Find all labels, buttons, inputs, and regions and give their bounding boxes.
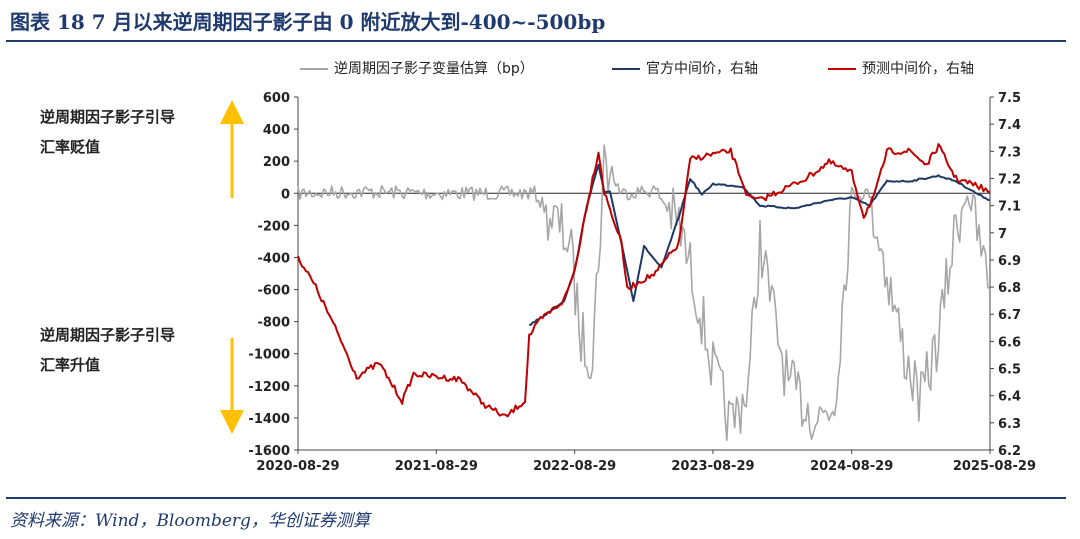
title-rule	[6, 40, 1066, 42]
series-shadow-line	[297, 144, 991, 441]
legend-swatch-official	[612, 68, 640, 70]
right-tick-label: 6.5	[998, 363, 1021, 378]
x-tick-label: 2020-08-29	[256, 459, 339, 474]
legend-label-predicted: 预测中间价，右轴	[862, 61, 974, 77]
right-tick-label: 6.9	[998, 254, 1021, 269]
x-tick-label: 2024-08-29	[810, 459, 893, 474]
x-tick-label: 2022-08-29	[533, 459, 616, 474]
legend-label-shadow: 逆周期因子影子变量估算（bp）	[334, 61, 534, 77]
left-tick-label: -600	[257, 284, 290, 299]
left-tick-label: -800	[257, 316, 290, 331]
right-tick-label: 6.6	[998, 335, 1021, 350]
right-tick-label: 6.8	[998, 281, 1021, 296]
legend-item-official: 官方中间价，右轴	[612, 58, 758, 78]
x-tick-label: 2021-08-29	[395, 459, 478, 474]
left-tick-label: -1200	[248, 380, 290, 395]
left-tick-label: 600	[263, 91, 290, 106]
right-tick-label: 6.7	[998, 308, 1021, 323]
annotation-depreciation-line2: 汇率贬值	[40, 138, 101, 156]
annotation-appreciation: 逆周期因子影子引导 汇率升值	[40, 320, 175, 380]
legend-swatch-shadow	[300, 68, 328, 70]
x-tick-label: 2023-08-29	[671, 459, 754, 474]
right-tick-label: 6.4	[998, 390, 1021, 405]
legend-item-predicted: 预测中间价，右轴	[828, 58, 974, 78]
right-tick-label: 7.4	[998, 118, 1021, 133]
legend-item-shadow: 逆周期因子影子变量估算（bp）	[300, 58, 534, 78]
right-tick-label: 6.3	[998, 417, 1021, 432]
left-tick-label: -1600	[248, 444, 290, 459]
series-official-line	[528, 163, 991, 327]
left-tick-label: -200	[257, 219, 290, 234]
annotation-depreciation-line1: 逆周期因子影子引导	[40, 108, 176, 126]
right-tick-label: 7.5	[998, 91, 1021, 106]
right-tick-label: 7.1	[998, 200, 1021, 215]
left-tick-label: -400	[257, 251, 290, 266]
left-tick-label: -1400	[248, 412, 290, 427]
right-tick-label: 7	[998, 227, 1007, 242]
annotation-depreciation: 逆周期因子影子引导 汇率贬值	[40, 102, 175, 162]
annotation-appreciation-line2: 汇率升值	[40, 356, 101, 374]
annotation-appreciation-line1: 逆周期因子影子引导	[40, 326, 176, 344]
legend-label-official: 官方中间价，右轴	[646, 61, 758, 77]
left-tick-label: 200	[263, 155, 290, 170]
figure-title: 图表 18 7 月以来逆周期因子影子由 0 附近放大到-400~-500bp	[10, 10, 606, 34]
x-tick-label: 2025-08-29	[953, 459, 1036, 474]
right-tick-label: 6.2	[998, 444, 1021, 459]
right-tick-label: 7.2	[998, 172, 1021, 187]
legend-swatch-predicted	[828, 68, 856, 70]
series-predicted-line	[297, 143, 991, 418]
left-tick-label: 0	[281, 187, 290, 202]
source-rule	[6, 497, 1066, 499]
left-tick-label: -1000	[248, 348, 290, 363]
left-tick-label: 400	[263, 123, 290, 138]
source-note: 资料来源：Wind，Bloomberg，华创证券测算	[10, 511, 370, 531]
right-tick-label: 7.3	[998, 145, 1021, 160]
